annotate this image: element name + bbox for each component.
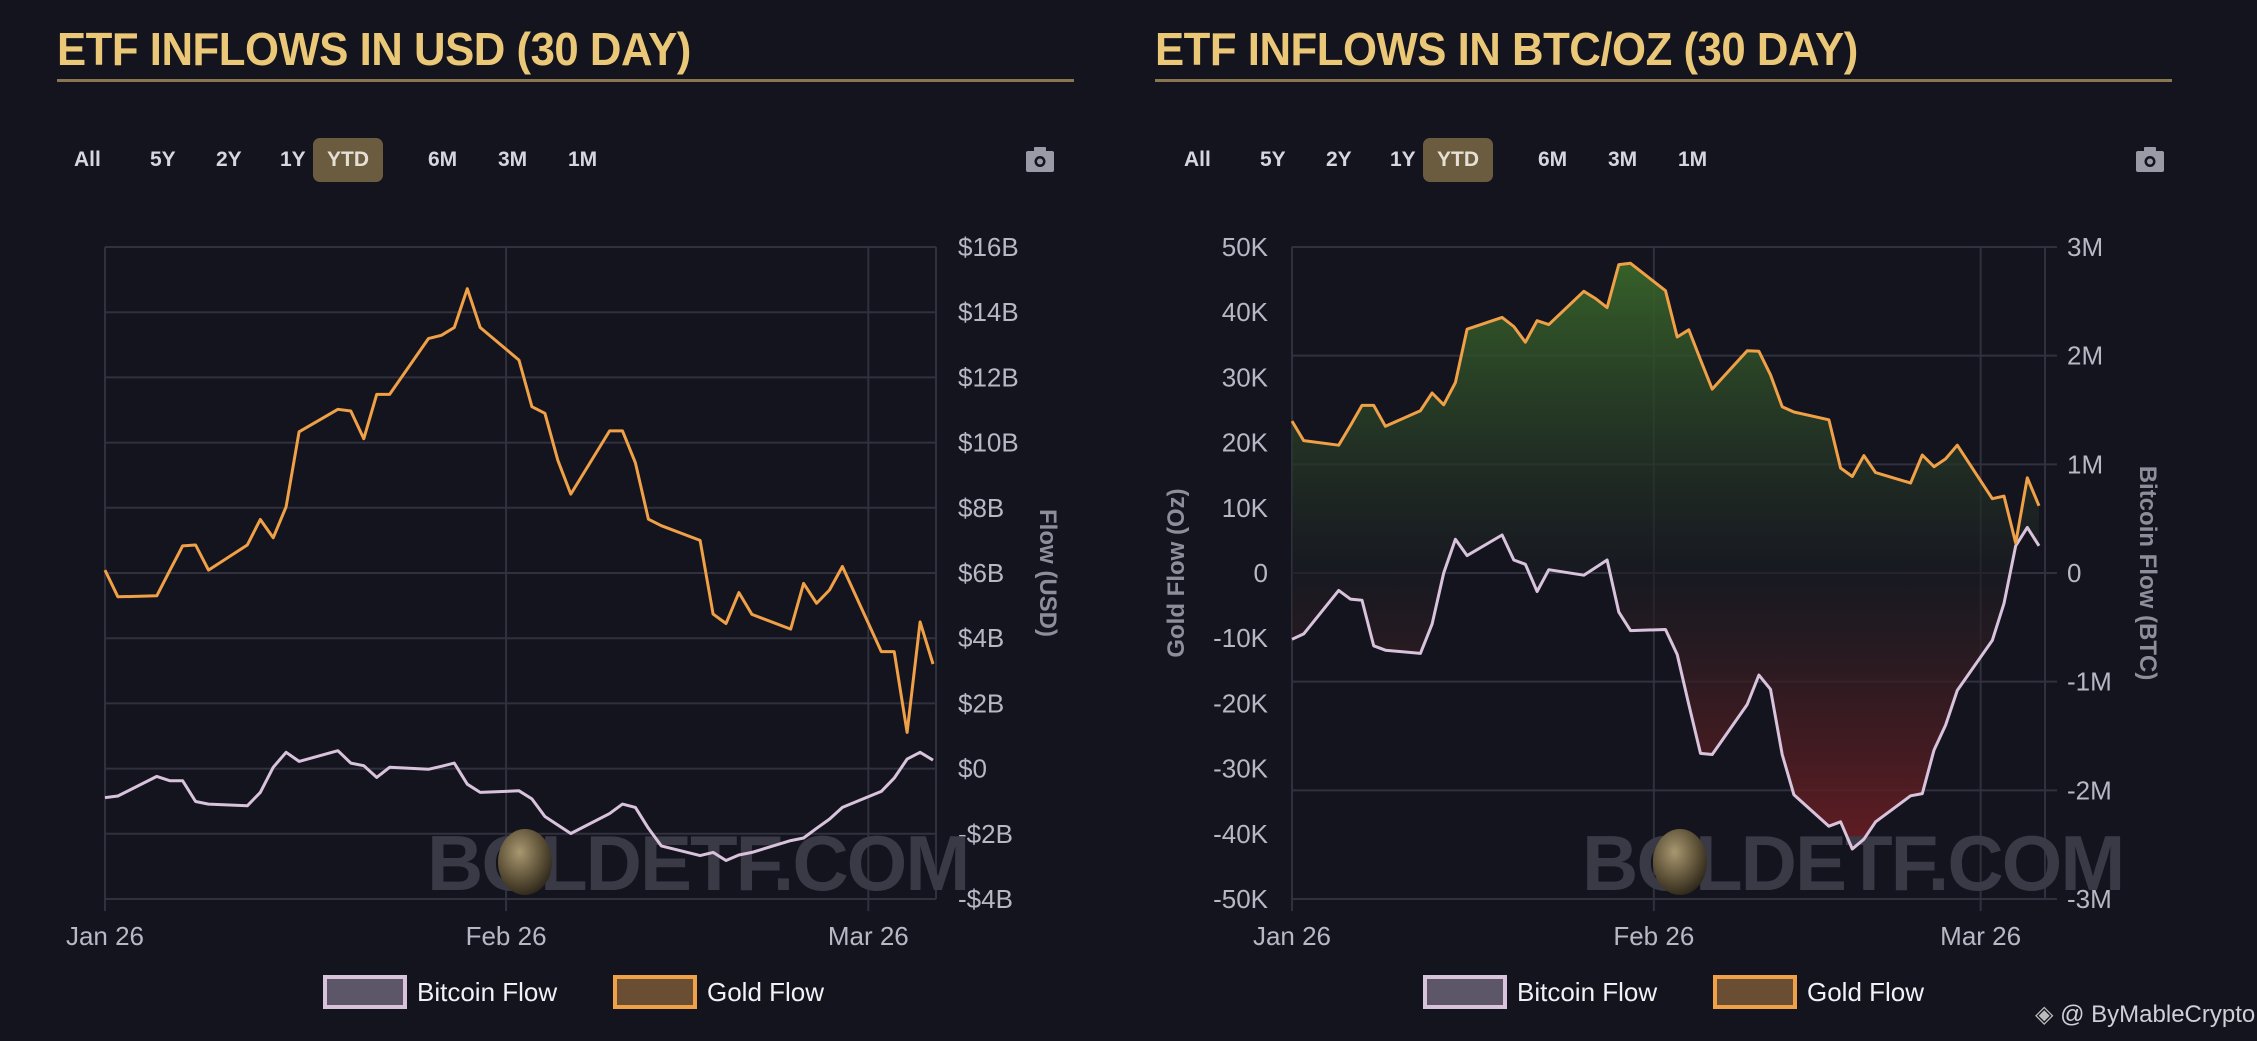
- y-right-tick-label: 2M: [2067, 341, 2103, 371]
- camera-icon[interactable]: [1024, 143, 1056, 175]
- legend-swatch-bitcoin: [1423, 975, 1507, 1009]
- legend-swatch-bitcoin: [323, 975, 407, 1009]
- chart-title-usd: ETF INFLOWS IN USD (30 DAY): [57, 23, 691, 75]
- y-axis-title: Flow (USD): [1034, 509, 1061, 637]
- range-button-all[interactable]: All: [74, 148, 101, 171]
- x-tick-label: Mar 26: [828, 921, 909, 951]
- y-right-axis-title: Bitcoin Flow (BTC): [2134, 466, 2161, 681]
- range-button-all[interactable]: All: [1184, 148, 1211, 171]
- legend-label: Gold Flow: [1807, 977, 1924, 1007]
- y-tick-label: $10B: [958, 428, 1019, 458]
- chart-title-btc-oz: ETF INFLOWS IN BTC/OZ (30 DAY): [1155, 23, 1858, 75]
- y-tick-label: $14B: [958, 297, 1019, 327]
- y-tick-label: $16B: [958, 232, 1019, 262]
- legend-label: Bitcoin Flow: [417, 977, 557, 1007]
- range-button-2y[interactable]: 2Y: [1326, 148, 1352, 171]
- y-left-tick-label: -30K: [1213, 754, 1269, 784]
- range-button-3m[interactable]: 3M: [1608, 148, 1638, 171]
- y-tick-label: -$4B: [958, 884, 1013, 914]
- legend-label: Gold Flow: [707, 977, 824, 1007]
- y-tick-label: $2B: [958, 688, 1004, 718]
- range-button-1y[interactable]: 1Y: [280, 148, 306, 171]
- x-tick-label: Mar 26: [1940, 921, 2021, 951]
- range-button-3m[interactable]: 3M: [498, 148, 528, 171]
- y-right-tick-label: -1M: [2067, 667, 2112, 697]
- legend-swatch-gold: [1713, 975, 1797, 1009]
- y-left-axis-title: Gold Flow (Oz): [1163, 488, 1190, 657]
- x-tick-label: Jan 26: [1253, 921, 1331, 951]
- y-right-tick-label: 1M: [2067, 449, 2103, 479]
- y-left-tick-label: 0: [1254, 558, 1268, 588]
- coin-logo: [1653, 829, 1707, 895]
- y-tick-label: $8B: [958, 493, 1004, 523]
- range-button-6m[interactable]: 6M: [428, 148, 458, 171]
- credit: ◈ @ ByMableCrypto: [2035, 1000, 2255, 1029]
- range-button-ytd[interactable]: YTD: [1423, 138, 1493, 182]
- binance-diamond-icon: ◈: [2035, 1001, 2054, 1028]
- y-left-tick-label: 10K: [1222, 493, 1269, 523]
- y-tick-label: $12B: [958, 362, 1019, 392]
- camera-icon[interactable]: [2134, 143, 2166, 175]
- y-left-tick-label: 20K: [1222, 428, 1269, 458]
- y-left-tick-label: 40K: [1222, 297, 1269, 327]
- y-left-tick-label: -20K: [1213, 688, 1269, 718]
- y-left-tick-label: -10K: [1213, 623, 1269, 653]
- y-right-tick-label: -2M: [2067, 775, 2112, 805]
- credit-text: @ ByMableCrypto: [2060, 1001, 2256, 1028]
- range-button-5y[interactable]: 5Y: [1260, 148, 1286, 171]
- coin-logo: [498, 829, 552, 895]
- range-button-6m[interactable]: 6M: [1538, 148, 1568, 171]
- title-divider: [1155, 79, 2172, 82]
- legend-label: Bitcoin Flow: [1517, 977, 1657, 1007]
- range-button-ytd[interactable]: YTD: [313, 138, 383, 182]
- y-right-tick-label: 0: [2067, 558, 2081, 588]
- y-left-tick-label: -40K: [1213, 819, 1269, 849]
- title-divider: [57, 79, 1074, 82]
- y-tick-label: $4B: [958, 623, 1004, 653]
- range-button-1y[interactable]: 1Y: [1390, 148, 1416, 171]
- y-right-tick-label: 3M: [2067, 232, 2103, 262]
- range-button-1m[interactable]: 1M: [568, 148, 598, 171]
- x-tick-label: Feb 26: [1613, 921, 1694, 951]
- range-button-2y[interactable]: 2Y: [216, 148, 242, 171]
- range-button-1m[interactable]: 1M: [1678, 148, 1708, 171]
- series-line-gold: [103, 287, 935, 734]
- x-tick-label: Jan 26: [66, 921, 144, 951]
- y-tick-label: $6B: [958, 558, 1004, 588]
- x-tick-label: Feb 26: [466, 921, 547, 951]
- y-tick-label: -$2B: [958, 819, 1013, 849]
- fill-between-area: [1292, 263, 2039, 849]
- y-left-tick-label: 30K: [1222, 362, 1269, 392]
- range-button-5y[interactable]: 5Y: [150, 148, 176, 171]
- y-right-tick-label: -3M: [2067, 884, 2112, 914]
- legend-swatch-gold: [613, 975, 697, 1009]
- y-tick-label: $0: [958, 754, 987, 784]
- y-left-tick-label: 50K: [1222, 232, 1269, 262]
- y-left-tick-label: -50K: [1213, 884, 1269, 914]
